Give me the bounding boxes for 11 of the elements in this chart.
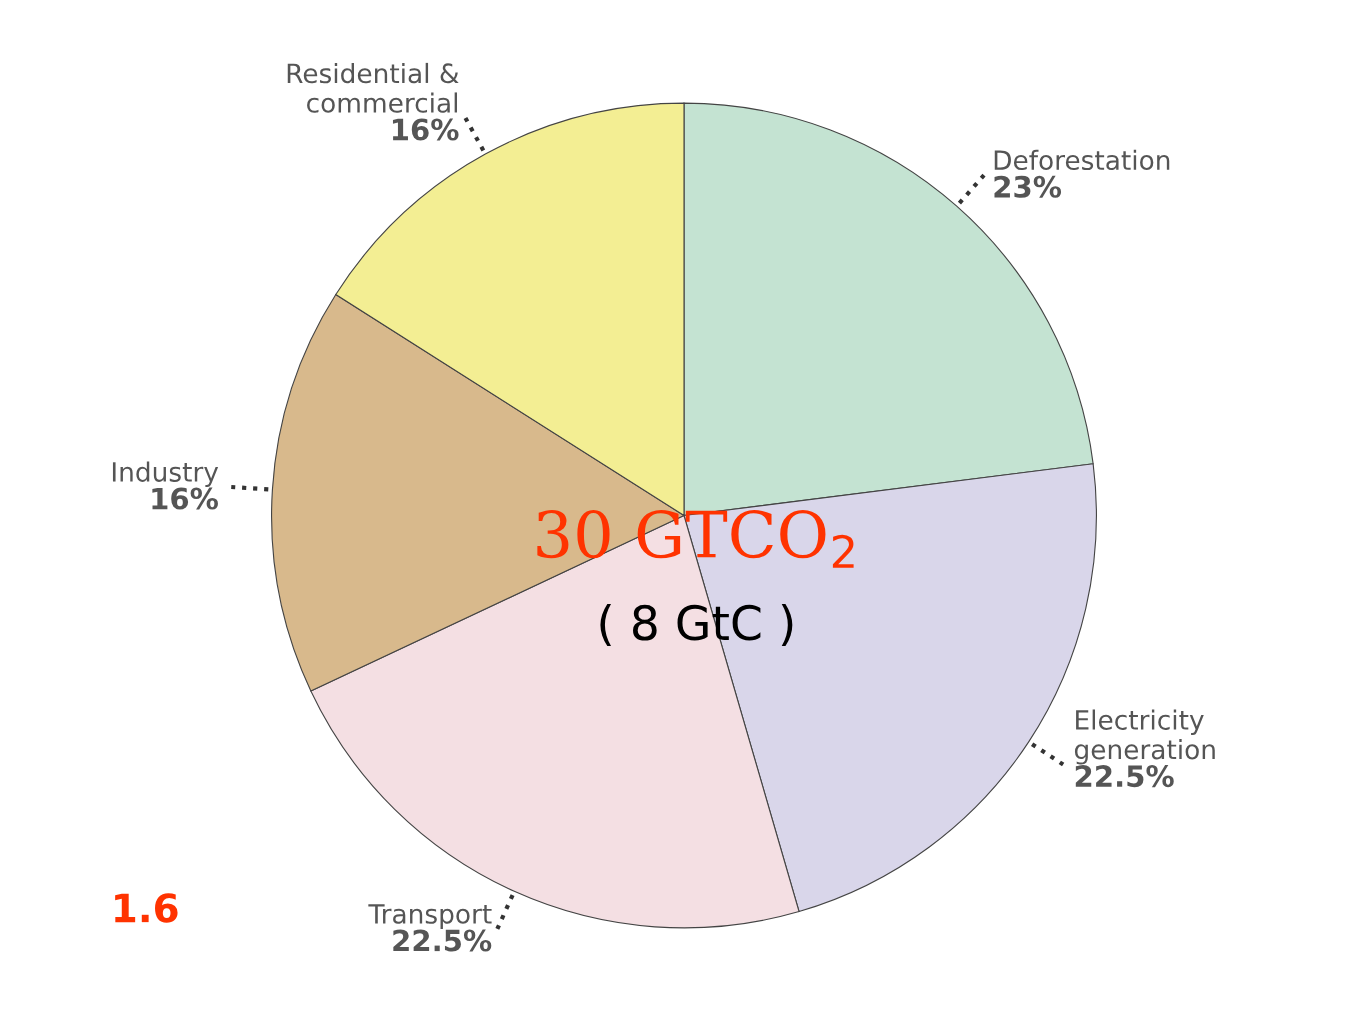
- data-label: 23%: [994, 175, 1062, 198]
- data-label: 22.5%: [393, 929, 492, 952]
- slice-label: Transport: [368, 904, 492, 929]
- slice-label: Residential & commercial: [287, 62, 459, 113]
- slice-label: Industry: [112, 461, 219, 488]
- slice-label: Electricity generation: [1074, 709, 1215, 765]
- data-label: 16%: [152, 487, 218, 510]
- text: 1.6: [115, 893, 178, 923]
- slice-label: Deforestation: [994, 149, 1170, 171]
- data-label: 22.5%: [1075, 765, 1174, 788]
- data-label: 16%: [392, 118, 459, 141]
